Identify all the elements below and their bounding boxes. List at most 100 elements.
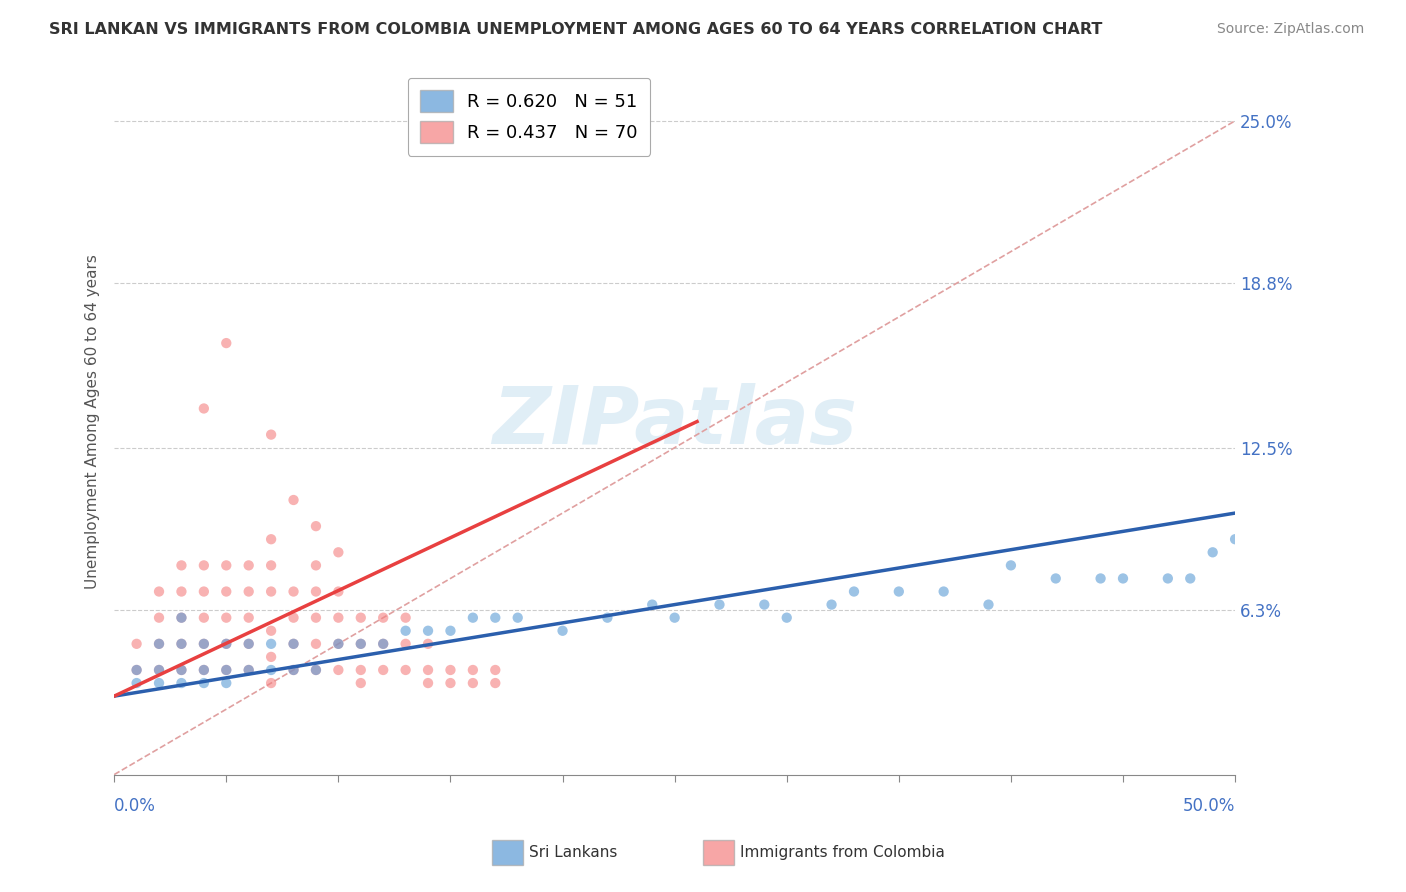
Point — [283, 637, 305, 651]
Point — [461, 610, 484, 624]
Point — [328, 637, 350, 651]
Point — [170, 610, 193, 624]
Point — [260, 676, 283, 690]
Point — [1090, 571, 1112, 585]
Point — [148, 584, 170, 599]
Point — [215, 637, 238, 651]
Point — [394, 624, 416, 638]
Point — [305, 610, 328, 624]
Point — [260, 624, 283, 638]
Point — [439, 624, 461, 638]
Point — [1180, 571, 1202, 585]
Point — [350, 637, 373, 651]
Point — [328, 663, 350, 677]
Point — [394, 637, 416, 651]
Point — [484, 663, 506, 677]
Point — [439, 663, 461, 677]
Point — [238, 663, 260, 677]
Point — [148, 637, 170, 651]
Point — [238, 584, 260, 599]
Point — [170, 637, 193, 651]
Point — [238, 637, 260, 651]
Point — [193, 637, 215, 651]
Point — [416, 637, 439, 651]
Point — [170, 558, 193, 573]
Point — [461, 676, 484, 690]
Point — [170, 676, 193, 690]
Point — [283, 663, 305, 677]
Point — [193, 663, 215, 677]
Point — [283, 493, 305, 508]
Point — [416, 676, 439, 690]
Point — [328, 637, 350, 651]
Point — [148, 663, 170, 677]
Point — [170, 663, 193, 677]
Point — [373, 610, 395, 624]
Point — [193, 663, 215, 677]
Point — [148, 610, 170, 624]
Point — [977, 598, 1000, 612]
Point — [664, 610, 686, 624]
Point — [373, 663, 395, 677]
Point — [305, 519, 328, 533]
Point — [776, 610, 799, 624]
Text: 0.0%: 0.0% — [114, 797, 156, 815]
Point — [305, 637, 328, 651]
Point — [1202, 545, 1225, 559]
Legend: R = 0.620   N = 51, R = 0.437   N = 70: R = 0.620 N = 51, R = 0.437 N = 70 — [408, 78, 651, 156]
Point — [238, 558, 260, 573]
Point — [641, 598, 664, 612]
Point — [305, 558, 328, 573]
Point — [394, 663, 416, 677]
Point — [125, 663, 148, 677]
Point — [215, 676, 238, 690]
Point — [709, 598, 731, 612]
Point — [1157, 571, 1180, 585]
Point — [170, 610, 193, 624]
Point — [328, 545, 350, 559]
Point — [754, 598, 776, 612]
Point — [350, 610, 373, 624]
Point — [283, 610, 305, 624]
Point — [125, 637, 148, 651]
Point — [1223, 533, 1246, 547]
Point — [215, 584, 238, 599]
Point — [394, 610, 416, 624]
Point — [238, 637, 260, 651]
Point — [305, 663, 328, 677]
Point — [932, 584, 955, 599]
Point — [373, 637, 395, 651]
Text: 50.0%: 50.0% — [1182, 797, 1234, 815]
Point — [193, 637, 215, 651]
Point — [170, 584, 193, 599]
Text: SRI LANKAN VS IMMIGRANTS FROM COLOMBIA UNEMPLOYMENT AMONG AGES 60 TO 64 YEARS CO: SRI LANKAN VS IMMIGRANTS FROM COLOMBIA U… — [49, 22, 1102, 37]
Point — [260, 427, 283, 442]
Text: Source: ZipAtlas.com: Source: ZipAtlas.com — [1216, 22, 1364, 37]
Point — [215, 637, 238, 651]
Point — [170, 637, 193, 651]
Point — [215, 663, 238, 677]
Point — [148, 676, 170, 690]
Point — [305, 663, 328, 677]
Point — [350, 676, 373, 690]
Point — [328, 610, 350, 624]
Text: Immigrants from Colombia: Immigrants from Colombia — [740, 846, 945, 860]
Point — [551, 624, 574, 638]
Point — [193, 676, 215, 690]
Point — [193, 610, 215, 624]
Y-axis label: Unemployment Among Ages 60 to 64 years: Unemployment Among Ages 60 to 64 years — [86, 254, 100, 589]
Point — [215, 558, 238, 573]
Point — [1000, 558, 1022, 573]
Point — [215, 610, 238, 624]
Point — [842, 584, 865, 599]
Point — [193, 401, 215, 416]
Point — [260, 533, 283, 547]
Point — [328, 584, 350, 599]
Point — [215, 663, 238, 677]
Point — [350, 637, 373, 651]
Point — [283, 584, 305, 599]
Text: ZIPatlas: ZIPatlas — [492, 383, 858, 460]
Point — [238, 663, 260, 677]
Point — [215, 336, 238, 351]
Point — [260, 637, 283, 651]
